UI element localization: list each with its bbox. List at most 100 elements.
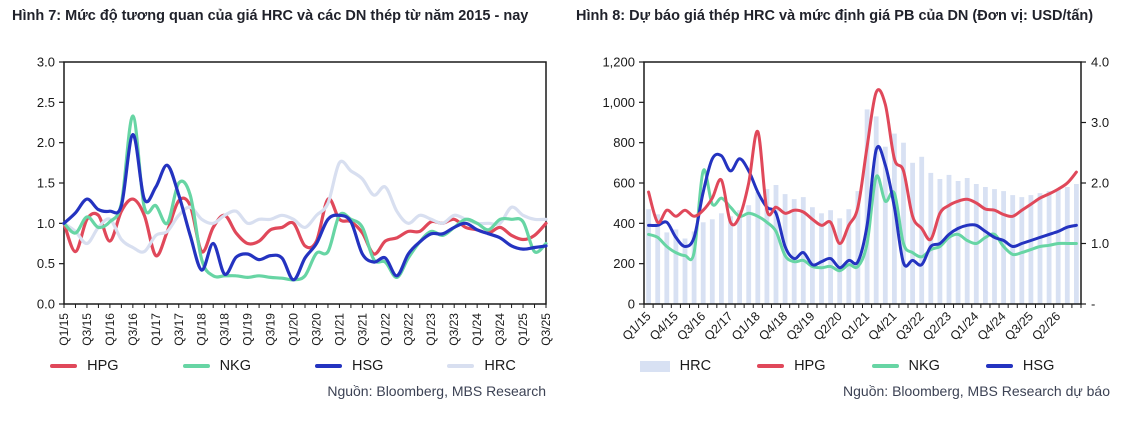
figure-7-title: Hình 7: Mức độ tương quan của giá HRC và… bbox=[12, 8, 529, 24]
axis-tick-label: Q3/22 bbox=[893, 309, 927, 343]
axis-tick-label: 0 bbox=[628, 297, 635, 312]
axis-tick-label: 3.0 bbox=[1091, 115, 1109, 130]
axis-tick-label: Q3/16 bbox=[126, 313, 140, 346]
line-swatch-hpg-icon bbox=[50, 364, 78, 368]
bar bbox=[1019, 197, 1025, 304]
axis-tick-label: Q1/15 bbox=[620, 309, 654, 343]
axis-tick-label: 1,200 bbox=[602, 55, 635, 70]
bar bbox=[664, 232, 670, 304]
axis-tick-label: Q4/15 bbox=[647, 309, 681, 343]
bar bbox=[746, 205, 752, 304]
plot-frame bbox=[63, 61, 547, 305]
legend-label-hsg: HSG bbox=[352, 358, 384, 374]
legend-label-nkg: NKG bbox=[908, 358, 940, 374]
legend-label-nkg: NKG bbox=[219, 358, 251, 374]
hsg-line bbox=[62, 132, 548, 282]
correlation-chart: 3.0 2.5 2.0 1.5 1.0 0.5 0.0 Q1/15 Q3/15 Q1/16 Q3/1… bbox=[12, 50, 564, 362]
axis-tick-label: Q3/17 bbox=[172, 313, 186, 346]
bar bbox=[755, 192, 761, 304]
axis-tick-label: Q3/19 bbox=[784, 309, 818, 343]
bar bbox=[983, 187, 988, 304]
legend-label-hpg: HPG bbox=[794, 358, 826, 374]
axis-tick-label: Q1/18 bbox=[195, 313, 209, 346]
axis-tick-label: 1.0 bbox=[37, 216, 55, 231]
nkg-line bbox=[647, 168, 1078, 273]
bar bbox=[819, 213, 824, 305]
axis-tick-label: Q1/19 bbox=[241, 313, 255, 346]
axis-tick-label: Q1/22 bbox=[378, 313, 392, 346]
legend-label-hpg: HPG bbox=[87, 358, 119, 374]
bar bbox=[682, 238, 688, 304]
figure-7-panel: Hình 7: Mức độ tương quan của giá HRC và… bbox=[0, 0, 564, 399]
bar bbox=[655, 214, 661, 304]
bar bbox=[910, 162, 915, 304]
legend-item-hsg: HSG bbox=[985, 358, 1054, 374]
axis-tick-label: Q3/20 bbox=[309, 313, 323, 346]
axis-tick-label: Q2/17 bbox=[702, 309, 736, 343]
axis-tick-label: Q1/24 bbox=[947, 309, 981, 343]
bar bbox=[837, 218, 843, 304]
axis-tick-label: 600 bbox=[613, 176, 635, 191]
bar bbox=[673, 229, 679, 304]
axis-tick-label: 2.0 bbox=[37, 135, 55, 150]
legend-label-hrc: HRC bbox=[484, 358, 516, 374]
hrc-bars bbox=[646, 109, 1079, 305]
axis-tick-label: 800 bbox=[613, 135, 635, 150]
axis-tick-label: 1,000 bbox=[602, 95, 635, 110]
bar bbox=[709, 219, 715, 304]
axis-tick-label: Q1/18 bbox=[729, 309, 763, 343]
legend-item-hrc: HRC bbox=[639, 358, 712, 374]
legend-item-hsg: HSG bbox=[315, 358, 383, 374]
bar bbox=[646, 209, 651, 304]
figure-8-source: Nguồn: Bloomberg, MBS Research dự báo bbox=[843, 383, 1110, 399]
bar bbox=[800, 197, 806, 304]
axis-tick-label: 1.0 bbox=[1091, 236, 1109, 251]
bar-swatch-hrc-icon bbox=[639, 360, 670, 372]
axis-tick-label: Q3/25 bbox=[1002, 309, 1036, 343]
axis-tick-label: Q1/23 bbox=[424, 313, 438, 346]
figure-8-title: Hình 8: Dự báo giá thép HRC và mức định … bbox=[576, 8, 1094, 24]
legend-item-nkg: NKG bbox=[871, 358, 940, 374]
bar bbox=[1064, 187, 1070, 304]
bar bbox=[873, 116, 879, 305]
axis-tick-label: 3.0 bbox=[37, 55, 55, 70]
bar bbox=[700, 222, 706, 304]
bar bbox=[1037, 193, 1043, 304]
axis-tick-label: Q4/24 bbox=[975, 309, 1009, 343]
hsg-line bbox=[647, 144, 1078, 270]
axis-tick-label: Q3/24 bbox=[493, 313, 507, 346]
axis-tick-label: - bbox=[1091, 297, 1095, 312]
axis-tick-label: Q4/18 bbox=[756, 309, 790, 343]
bar bbox=[810, 207, 815, 304]
bar bbox=[719, 213, 724, 305]
hpg-line bbox=[62, 196, 548, 258]
axis-tick-label: Q1/15 bbox=[57, 313, 71, 346]
bar bbox=[1010, 195, 1016, 304]
legend-label-hrc: HRC bbox=[679, 358, 712, 374]
bar bbox=[901, 142, 906, 304]
axis-tick-label: Q1/16 bbox=[103, 313, 117, 346]
axis-tick-label: 0.0 bbox=[37, 297, 55, 312]
axis-tick-label: Q3/21 bbox=[355, 313, 369, 346]
axis-tick-label: Q3/25 bbox=[539, 313, 553, 346]
axis-tick-label: 400 bbox=[613, 216, 635, 231]
axis-tick-label: 200 bbox=[613, 256, 635, 271]
bar bbox=[864, 109, 870, 305]
figure-8-panel: Hình 8: Dự báo giá thép HRC và mức định … bbox=[564, 0, 1128, 399]
line-swatch-hsg-icon bbox=[985, 364, 1013, 368]
axis-tick-label: Q3/15 bbox=[80, 313, 94, 346]
bar bbox=[764, 189, 770, 304]
bar bbox=[855, 191, 861, 304]
axis-tick-label: 1.5 bbox=[37, 176, 55, 191]
bar bbox=[892, 133, 897, 304]
legend-item-hpg: HPG bbox=[50, 358, 119, 374]
bar bbox=[737, 210, 742, 304]
bar bbox=[791, 199, 797, 304]
line-swatch-hrc-icon bbox=[447, 364, 475, 368]
bar bbox=[882, 146, 888, 304]
hrc-line bbox=[62, 159, 548, 254]
report-figures-row: Hình 7: Mức độ tương quan của giá HRC và… bbox=[0, 0, 1128, 399]
bar bbox=[946, 174, 952, 304]
bar bbox=[691, 231, 697, 304]
bar bbox=[992, 189, 997, 304]
